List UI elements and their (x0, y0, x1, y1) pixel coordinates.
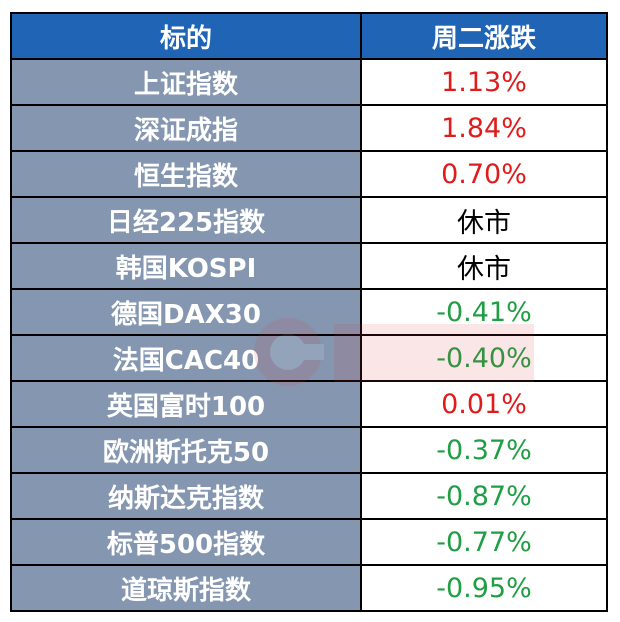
header-name: 标的 (10, 12, 362, 60)
index-name: 韩国KOSPI (10, 242, 362, 290)
index-name: 道琼斯指数 (10, 564, 362, 612)
index-change: -0.77% (360, 518, 608, 566)
index-change: 1.84% (360, 104, 608, 152)
table-row: 韩国KOSPI 休市 (10, 242, 608, 290)
index-change: 0.01% (360, 380, 608, 428)
table-row: 上证指数 1.13% (10, 58, 608, 106)
table-row: 德国DAX30 -0.41% (10, 288, 608, 336)
table-row: 纳斯达克指数 -0.87% (10, 472, 608, 520)
header-change: 周二涨跌 (360, 12, 608, 60)
table-row: 道琼斯指数 -0.95% (10, 564, 608, 612)
index-name: 恒生指数 (10, 150, 362, 198)
table-row: 日经225指数 休市 (10, 196, 608, 244)
index-name: 纳斯达克指数 (10, 472, 362, 520)
index-name: 标普500指数 (10, 518, 362, 566)
index-change: -0.37% (360, 426, 608, 474)
index-change: -0.87% (360, 472, 608, 520)
index-name: 法国CAC40 (10, 334, 362, 382)
index-change: 休市 (360, 196, 608, 244)
index-change: -0.41% (360, 288, 608, 336)
market-table-container: 标的 周二涨跌 上证指数 1.13% 深证成指 1.84% 恒生指数 0.70% 日经… (10, 12, 608, 612)
index-change: 1.13% (360, 58, 608, 106)
index-name: 英国富时100 (10, 380, 362, 428)
table-row: 恒生指数 0.70% (10, 150, 608, 198)
index-name: 上证指数 (10, 58, 362, 106)
table-row: 深证成指 1.84% (10, 104, 608, 152)
table-row: 英国富时100 0.01% (10, 380, 608, 428)
table-header-row: 标的 周二涨跌 (10, 12, 608, 60)
index-name: 深证成指 (10, 104, 362, 152)
table-row: 欧洲斯托克50 -0.37% (10, 426, 608, 474)
index-change: 休市 (360, 242, 608, 290)
index-change: 0.70% (360, 150, 608, 198)
index-name: 德国DAX30 (10, 288, 362, 336)
market-table: 标的 周二涨跌 上证指数 1.13% 深证成指 1.84% 恒生指数 0.70% 日经… (10, 12, 608, 612)
index-change: -0.40% (360, 334, 608, 382)
table-row: 法国CAC40 -0.40% (10, 334, 608, 382)
index-name: 欧洲斯托克50 (10, 426, 362, 474)
table-row: 标普500指数 -0.77% (10, 518, 608, 566)
index-change: -0.95% (360, 564, 608, 612)
index-name: 日经225指数 (10, 196, 362, 244)
